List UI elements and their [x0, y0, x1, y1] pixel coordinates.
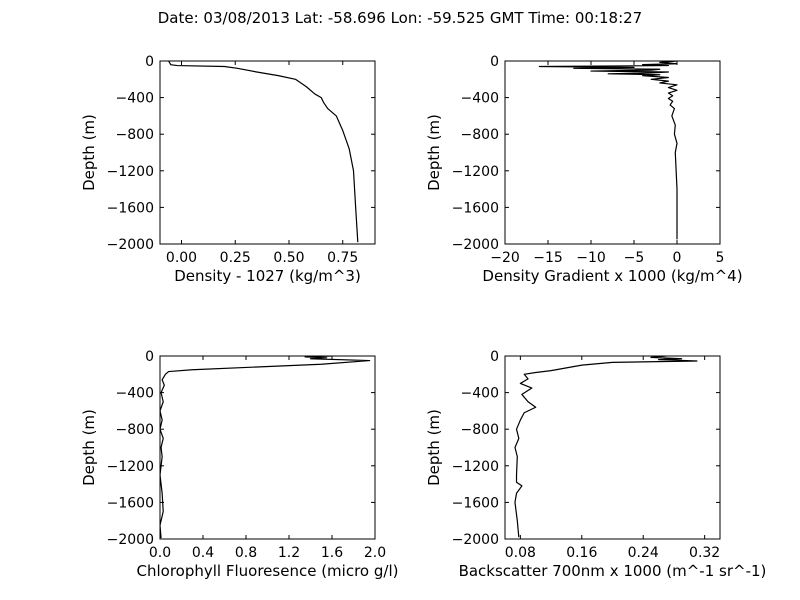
x-tick-label: 5 — [716, 250, 725, 266]
profile-line-1 — [514, 356, 698, 538]
y-axis-label: Depth (m) — [425, 409, 443, 486]
x-axis-label: Chlorophyll Fluoresence (micro g/l) — [137, 562, 399, 580]
x-axis-label: Backscatter 700nm x 1000 (m^-1 sr^-1) — [459, 562, 767, 580]
chart-panel-2: −20 −15 −10 −5 0 5 0 −400 −800 −1200 −1600 −2000 Den… — [425, 54, 743, 285]
y-axis-label: Depth (m) — [80, 114, 98, 191]
plot-frame — [159, 355, 376, 540]
y-tick-label: −400 — [461, 386, 499, 402]
plot-frame — [504, 355, 721, 540]
x-tick-label: 0.32 — [689, 545, 720, 561]
x-tick-label: 1.6 — [321, 545, 343, 561]
x-tick-label: −20 — [490, 250, 520, 266]
x-tick-label: 0.8 — [235, 545, 257, 561]
subplot-grid: 0.00 0.25 0.50 0.750−400−800−1200−1600−2000… — [80, 54, 766, 580]
y-tick-label: −1200 — [452, 459, 499, 475]
x-tick-label: 0.0 — [149, 545, 171, 561]
plot-frame — [504, 60, 721, 245]
y-tick-label: −400 — [461, 91, 499, 107]
y-tick-label: −1200 — [107, 459, 154, 475]
y-tick-label: 0 — [490, 349, 499, 365]
y-tick-label: −800 — [116, 422, 154, 438]
x-tick-label: 0.16 — [566, 545, 597, 561]
profile-line-1 — [168, 61, 359, 243]
x-tick-label: 0 — [673, 250, 682, 266]
y-tick-label: −1600 — [107, 200, 154, 216]
y-tick-label: −800 — [116, 127, 154, 143]
chart-panel-3: 0.0 0.4 0.8 1.2 1.6 2.0 0 −400 −800 −1200 −1600 −20… — [80, 349, 398, 580]
x-tick-label: 0.08 — [505, 545, 536, 561]
y-tick-label: −400 — [116, 386, 154, 402]
y-tick-label: −1200 — [452, 164, 499, 180]
y-tick-label: −2000 — [107, 532, 154, 548]
x-tick-label: 2.0 — [364, 545, 386, 561]
x-tick-label: 0.24 — [628, 545, 659, 561]
x-tick-label: 0.75 — [327, 250, 358, 266]
y-tick-label: −800 — [461, 422, 499, 438]
x-tick-label: 1.2 — [278, 545, 300, 561]
y-axis-label: Depth (m) — [80, 409, 98, 486]
figure-title: Date: 03/08/2013 Lat: -58.696 Lon: -59.5… — [158, 9, 642, 27]
x-tick-label: −5 — [624, 250, 645, 266]
chart-panel-4: 0.08 0.16 0.24 0.32 0 −400 −800 −1200 −1600 −2000… — [425, 349, 766, 580]
profile-line-1 — [538, 61, 678, 240]
x-tick-label: 0.25 — [220, 250, 251, 266]
y-tick-label: 0 — [145, 54, 154, 70]
plot-frame — [159, 60, 376, 245]
y-tick-label: −2000 — [107, 237, 154, 253]
y-tick-label: −2000 — [452, 532, 499, 548]
y-tick-label: −800 — [461, 127, 499, 143]
x-axis-label: Density - 1027 (kg/m^3) — [174, 267, 361, 285]
x-axis-label: Density Gradient x 1000 (kg/m^4) — [482, 267, 742, 285]
y-tick-label: −1600 — [452, 495, 499, 511]
x-tick-label: 0.4 — [192, 545, 214, 561]
x-tick-label: −15 — [533, 250, 563, 266]
y-tick-label: −400 — [116, 91, 154, 107]
y-tick-label: −1600 — [452, 200, 499, 216]
y-tick-label: 0 — [145, 349, 154, 365]
x-tick-label: −10 — [576, 250, 606, 266]
chart-panel-1: 0.00 0.25 0.50 0.75 0 −400 −800 −1200 −1600 −2000… — [80, 54, 376, 285]
x-tick-label: 0.50 — [273, 250, 304, 266]
y-axis-label: Depth (m) — [425, 114, 443, 191]
profile-line-1 — [160, 356, 371, 539]
y-tick-label: −1600 — [107, 495, 154, 511]
y-tick-label: −2000 — [452, 237, 499, 253]
y-tick-label: −1200 — [107, 164, 154, 180]
y-tick-label: 0 — [490, 54, 499, 70]
x-tick-label: 0.00 — [166, 250, 197, 266]
